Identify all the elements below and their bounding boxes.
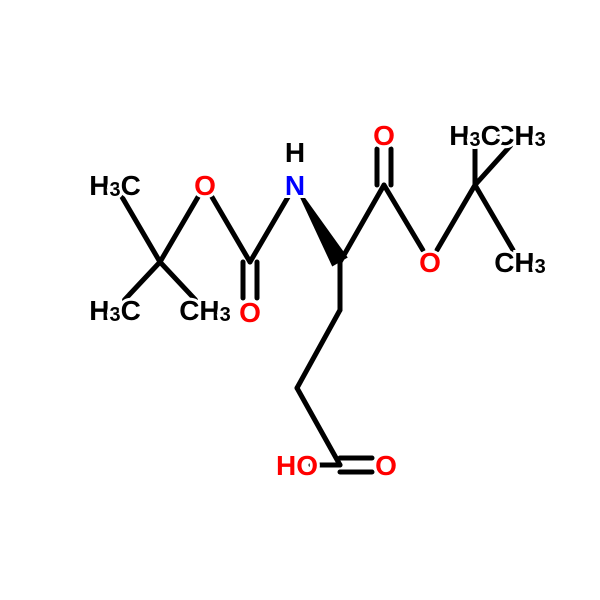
- atom-O_est_s: O: [419, 247, 441, 278]
- atom-N: N: [285, 170, 305, 201]
- molecule-structure: NHOOCH3CH3H3COHOOOH3CH3CCH3: [0, 0, 600, 600]
- atom-Cacid_OH: HO: [276, 450, 318, 481]
- atom-O_carb_d: O: [239, 297, 261, 328]
- atom-NH: H: [285, 137, 305, 168]
- atom-Ct_m1: CH3: [494, 247, 546, 279]
- atom-Clt_m3: CH3: [179, 295, 231, 327]
- atom-Cacid_O_d: O: [375, 450, 397, 481]
- atom-Ct_m2: CH3: [494, 120, 546, 152]
- atom-Ct_m3: H3C: [449, 120, 501, 152]
- atom-Clt_m1: H3C: [89, 170, 141, 202]
- atom-O_est_d: O: [373, 120, 395, 151]
- atom-O_carb_s: O: [194, 170, 216, 201]
- atom-Clt_m2: H3C: [89, 295, 141, 327]
